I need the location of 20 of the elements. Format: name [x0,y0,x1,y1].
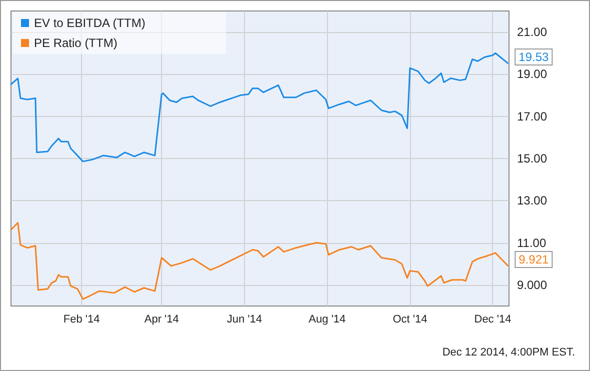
y-tick-label: 9.000 [517,278,548,292]
legend-label: PE Ratio (TTM) [34,36,118,50]
y-tick-label: 17.00 [517,109,548,124]
text: Dec 12 2014, 4:00PM EST. [442,346,575,358]
y-tick-label: 11.00 [517,236,546,250]
y-tick-label: 19.00 [517,67,548,82]
x-tick-label: Dec '14 [474,314,512,326]
x-tick-label: Feb '14 [63,314,100,326]
y-tick-label: 13.00 [517,194,548,208]
x-tick-label: Aug '14 [308,314,346,326]
line-series [10,222,508,300]
legend-label: EV to EBITDA (TTM) [34,16,146,30]
line-series [10,52,508,162]
y-tick-label: 21.00 [517,25,548,40]
x-tick-label: Jun '14 [226,314,262,326]
data-label: 19.53 [518,50,549,64]
x-tick-label: Apr '14 [144,314,179,326]
x-tick-label: Oct '14 [392,314,428,326]
data-label: 9.921 [518,252,549,267]
y-tick-label: 15.00 [517,152,548,166]
